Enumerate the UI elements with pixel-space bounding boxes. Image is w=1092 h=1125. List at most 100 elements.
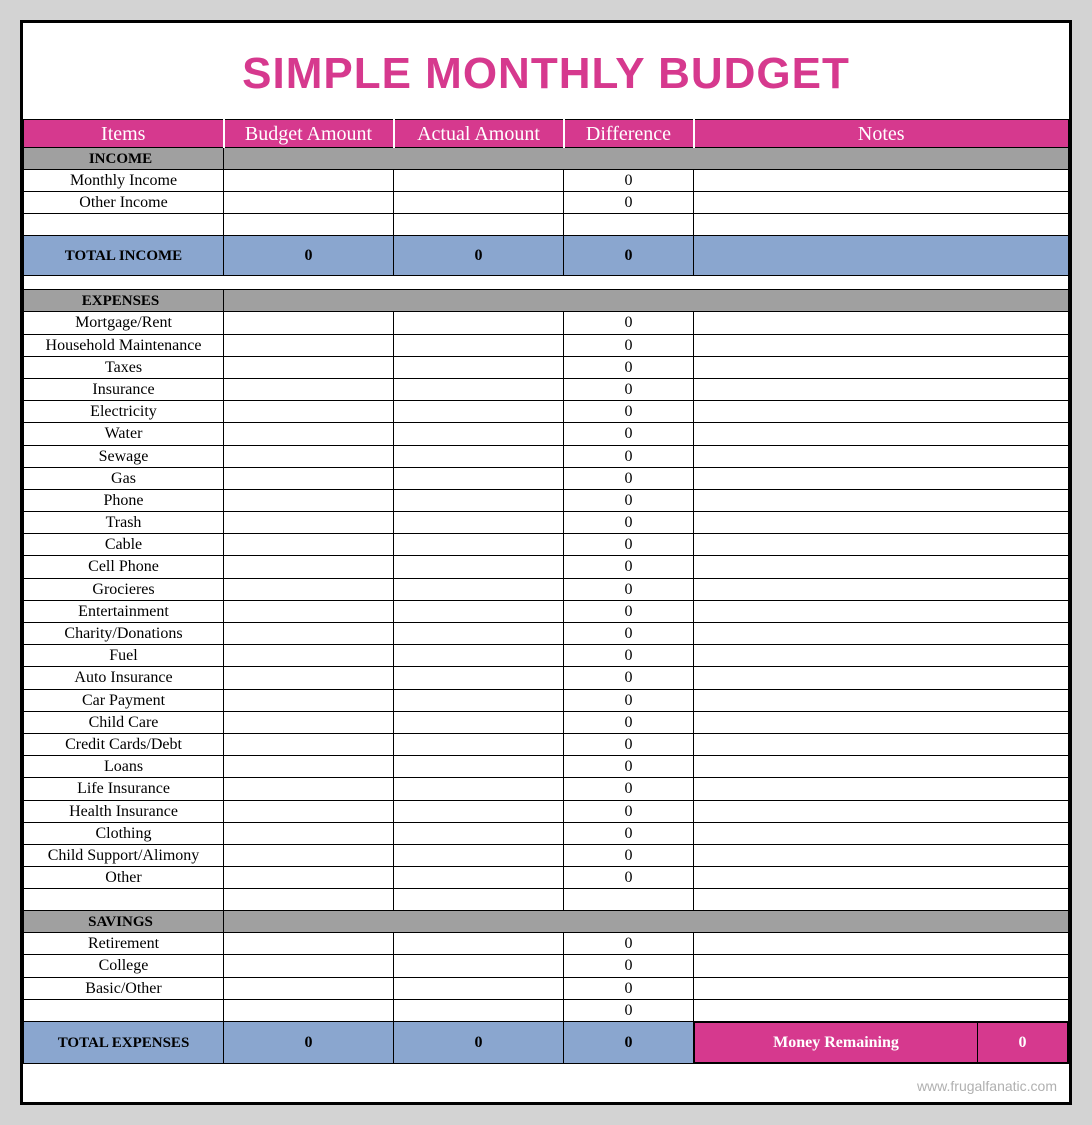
budget-cell[interactable] <box>224 645 394 667</box>
actual-cell[interactable] <box>394 489 564 511</box>
budget-cell[interactable] <box>224 667 394 689</box>
notes-cell[interactable] <box>694 356 1069 378</box>
notes-cell[interactable] <box>694 955 1069 977</box>
actual-cell[interactable] <box>394 423 564 445</box>
actual-cell[interactable] <box>394 778 564 800</box>
actual-cell[interactable] <box>394 844 564 866</box>
budget-cell[interactable] <box>224 312 394 334</box>
notes-cell[interactable] <box>694 844 1069 866</box>
notes-cell[interactable] <box>694 689 1069 711</box>
budget-cell[interactable] <box>224 334 394 356</box>
notes-cell[interactable] <box>694 445 1069 467</box>
actual-cell[interactable] <box>394 512 564 534</box>
actual-cell[interactable] <box>394 378 564 400</box>
actual-cell[interactable] <box>394 822 564 844</box>
actual-cell[interactable] <box>394 467 564 489</box>
notes-cell[interactable] <box>694 334 1069 356</box>
budget-cell[interactable] <box>224 844 394 866</box>
notes-cell[interactable] <box>694 556 1069 578</box>
notes-cell[interactable] <box>694 778 1069 800</box>
notes-cell[interactable] <box>694 378 1069 400</box>
budget-cell[interactable] <box>224 999 394 1021</box>
notes-cell[interactable] <box>694 889 1069 911</box>
notes-cell[interactable] <box>694 733 1069 755</box>
actual-cell[interactable] <box>394 170 564 192</box>
actual-cell[interactable] <box>394 756 564 778</box>
budget-cell[interactable] <box>224 467 394 489</box>
budget-cell[interactable] <box>224 822 394 844</box>
budget-cell[interactable] <box>224 423 394 445</box>
budget-cell[interactable] <box>224 578 394 600</box>
budget-cell[interactable] <box>224 867 394 889</box>
budget-cell[interactable] <box>224 401 394 423</box>
notes-cell[interactable] <box>694 645 1069 667</box>
budget-cell[interactable] <box>224 733 394 755</box>
actual-cell[interactable] <box>394 534 564 556</box>
notes-cell[interactable] <box>694 999 1069 1021</box>
actual-cell[interactable] <box>394 733 564 755</box>
budget-cell[interactable] <box>224 800 394 822</box>
actual-cell[interactable] <box>394 955 564 977</box>
notes-cell[interactable] <box>694 977 1069 999</box>
actual-cell[interactable] <box>394 800 564 822</box>
actual-cell[interactable] <box>394 667 564 689</box>
notes-cell[interactable] <box>694 623 1069 645</box>
notes-cell[interactable] <box>694 667 1069 689</box>
actual-cell[interactable] <box>394 192 564 214</box>
actual-cell[interactable] <box>394 867 564 889</box>
budget-cell[interactable] <box>224 623 394 645</box>
actual-cell[interactable] <box>394 623 564 645</box>
budget-cell[interactable] <box>224 977 394 999</box>
budget-cell[interactable] <box>224 214 394 236</box>
notes-cell[interactable] <box>694 170 1069 192</box>
notes-cell[interactable] <box>694 512 1069 534</box>
budget-cell[interactable] <box>224 556 394 578</box>
notes-cell[interactable] <box>694 534 1069 556</box>
notes-cell[interactable] <box>694 489 1069 511</box>
budget-cell[interactable] <box>224 711 394 733</box>
actual-cell[interactable] <box>394 578 564 600</box>
budget-cell[interactable] <box>224 192 394 214</box>
budget-cell[interactable] <box>224 170 394 192</box>
actual-cell[interactable] <box>394 711 564 733</box>
actual-cell[interactable] <box>394 600 564 622</box>
budget-cell[interactable] <box>224 378 394 400</box>
actual-cell[interactable] <box>394 689 564 711</box>
budget-cell[interactable] <box>224 955 394 977</box>
budget-cell[interactable] <box>224 689 394 711</box>
budget-cell[interactable] <box>224 489 394 511</box>
budget-cell[interactable] <box>224 933 394 955</box>
actual-cell[interactable] <box>394 214 564 236</box>
actual-cell[interactable] <box>394 445 564 467</box>
notes-cell[interactable] <box>694 423 1069 445</box>
actual-cell[interactable] <box>394 977 564 999</box>
notes-cell[interactable] <box>694 800 1069 822</box>
budget-cell[interactable] <box>224 778 394 800</box>
notes-cell[interactable] <box>694 214 1069 236</box>
actual-cell[interactable] <box>394 556 564 578</box>
actual-cell[interactable] <box>394 999 564 1021</box>
notes-cell[interactable] <box>694 867 1069 889</box>
notes-cell[interactable] <box>694 192 1069 214</box>
budget-cell[interactable] <box>224 756 394 778</box>
notes-cell[interactable] <box>694 578 1069 600</box>
actual-cell[interactable] <box>394 889 564 911</box>
actual-cell[interactable] <box>394 401 564 423</box>
notes-cell[interactable] <box>694 933 1069 955</box>
notes-cell[interactable] <box>694 711 1069 733</box>
actual-cell[interactable] <box>394 356 564 378</box>
budget-cell[interactable] <box>224 445 394 467</box>
budget-cell[interactable] <box>224 356 394 378</box>
actual-cell[interactable] <box>394 312 564 334</box>
notes-cell[interactable] <box>694 756 1069 778</box>
actual-cell[interactable] <box>394 645 564 667</box>
notes-cell[interactable] <box>694 401 1069 423</box>
notes-cell[interactable] <box>694 822 1069 844</box>
budget-cell[interactable] <box>224 534 394 556</box>
notes-cell[interactable] <box>694 467 1069 489</box>
notes-cell[interactable] <box>694 312 1069 334</box>
actual-cell[interactable] <box>394 933 564 955</box>
budget-cell[interactable] <box>224 512 394 534</box>
actual-cell[interactable] <box>394 334 564 356</box>
notes-cell[interactable] <box>694 600 1069 622</box>
